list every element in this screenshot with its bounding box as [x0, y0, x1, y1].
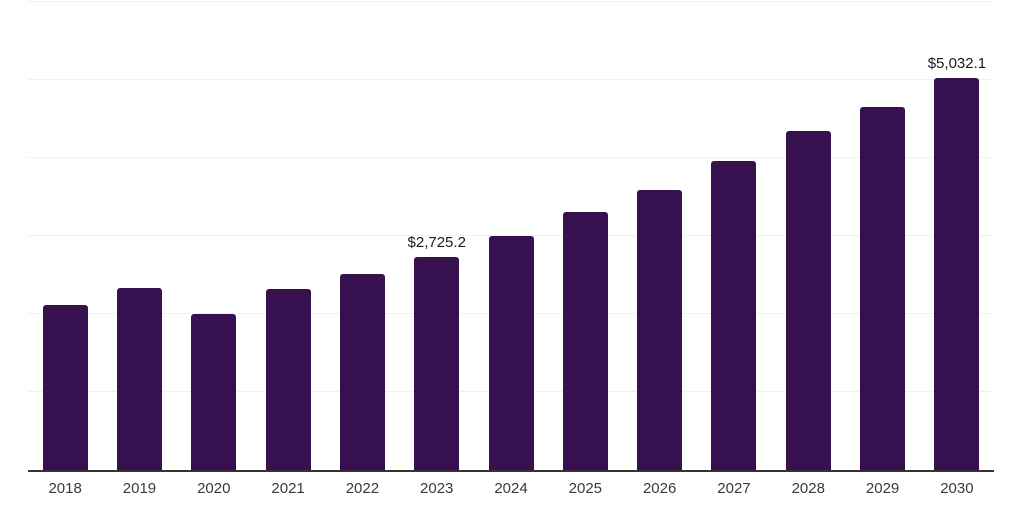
bar-slot-2024 — [474, 2, 548, 470]
x-tick-2021: 2021 — [271, 480, 305, 497]
gridline-6000 — [28, 1, 994, 2]
bar-2028 — [785, 131, 831, 470]
x-tick-2029: 2029 — [865, 480, 900, 497]
bar-slot-2026 — [623, 2, 697, 470]
bar-2027 — [711, 161, 757, 470]
x-tick-2023: 2023 — [420, 480, 454, 497]
x-tick-2026: 2026 — [642, 480, 677, 497]
x-tick-2030: 2030 — [940, 480, 974, 497]
x-tick-2018: 2018 — [48, 480, 82, 497]
bar-2022 — [339, 273, 385, 470]
bar-slot-2025 — [548, 2, 622, 470]
bar-2026 — [637, 189, 683, 470]
bar-slot-2029 — [845, 2, 919, 470]
gridline-4000 — [28, 157, 994, 158]
bar-slot-2018 — [28, 2, 102, 470]
bar-slot-2028 — [771, 2, 845, 470]
bar-slot-2021 — [251, 2, 325, 470]
x-tick-2020: 2020 — [197, 480, 231, 497]
value-label-2030: $5,032.1 — [927, 54, 987, 72]
bar-2029 — [860, 107, 906, 470]
bar-slot-2023: $2,725.2 — [400, 2, 474, 470]
bar-slot-2022 — [325, 2, 399, 470]
bar-2019 — [116, 288, 162, 470]
x-tick-2025: 2025 — [568, 480, 603, 497]
bar-2021 — [265, 289, 311, 470]
x-tick-2027: 2027 — [717, 480, 751, 497]
plot-area: $2,725.2 $5,032.1 — [28, 1, 994, 470]
gridline-3000 — [28, 235, 994, 236]
bar-2024 — [488, 236, 534, 470]
value-label-2023: $2,725.2 — [407, 234, 466, 252]
x-axis-line — [28, 470, 994, 472]
x-axis-tick-labels: 2018 2019 2020 2021 2022 2023 2024 2025 2026 2027… — [28, 480, 994, 498]
bar-2025 — [562, 211, 608, 470]
bar-2020 — [191, 314, 237, 470]
bar-2023 — [414, 257, 460, 470]
bar-series: $2,725.2 $5,032.1 — [28, 2, 994, 470]
x-tick-2022: 2022 — [345, 480, 380, 497]
bar-chart: $2,725.2 $5,032.1 2018 2019 2020 2021 2022 202… — [28, 0, 994, 512]
bar-2018 — [42, 305, 88, 470]
x-tick-2028: 2028 — [791, 480, 825, 497]
x-tick-2019: 2019 — [122, 480, 157, 497]
bar-slot-2019 — [102, 2, 176, 470]
bar-slot-2027 — [697, 2, 771, 470]
x-tick-2024: 2024 — [494, 480, 528, 497]
bar-slot-2020 — [177, 2, 251, 470]
bar-2030 — [934, 77, 980, 470]
gridline-5000 — [28, 79, 994, 80]
bar-slot-2030: $5,032.1 — [920, 2, 994, 470]
